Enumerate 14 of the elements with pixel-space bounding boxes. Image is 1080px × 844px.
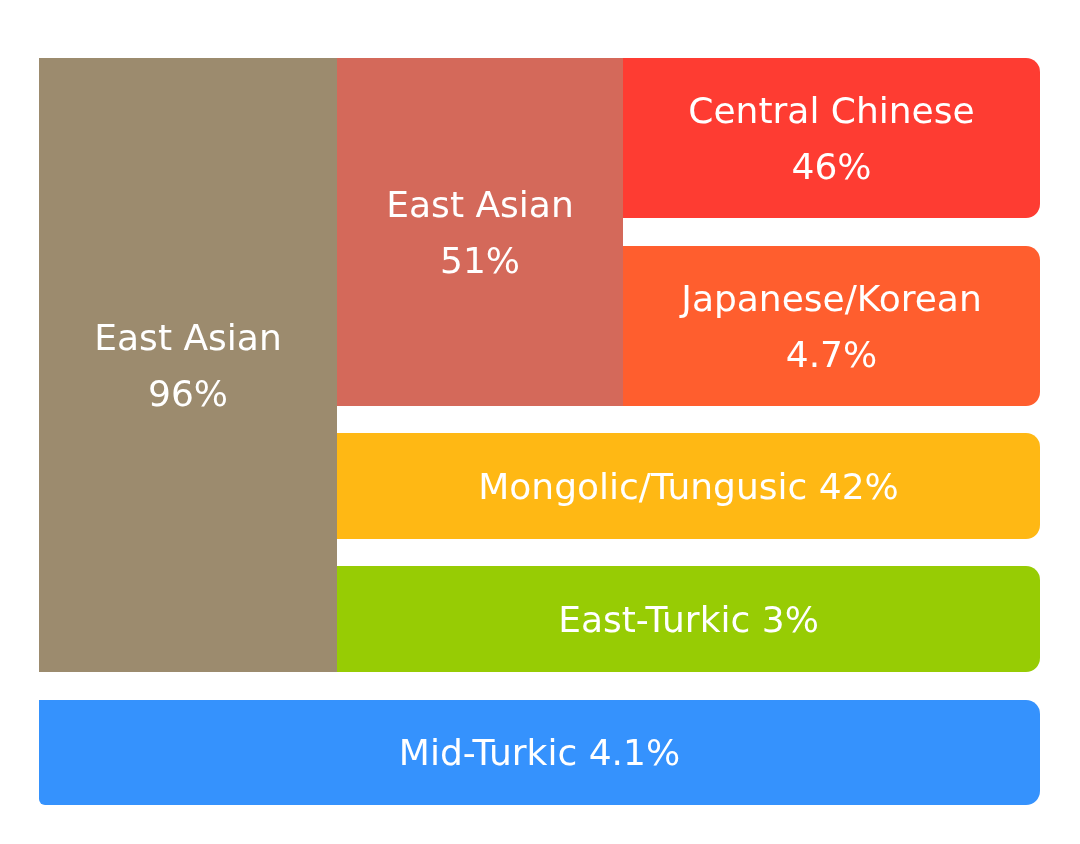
data-label: 46% — [791, 145, 872, 187]
data-label: 3% — [761, 598, 819, 640]
category-label: Mongolic/Tungusic — [478, 465, 808, 507]
category-label: East Asian — [94, 316, 282, 358]
category-label: East Asian — [386, 183, 574, 225]
data-label: 42% — [818, 465, 899, 507]
category-label: Mid-Turkic — [398, 732, 578, 773]
data-label: 4.1% — [588, 732, 681, 773]
category-label: Japanese/Korean — [679, 277, 982, 319]
data-label: 96% — [147, 372, 229, 414]
data-label: 4.7% — [785, 333, 878, 375]
category-label: East-Turkic — [558, 598, 751, 640]
category-label: Central Chinese — [688, 89, 975, 131]
data-label: 51% — [439, 239, 521, 281]
